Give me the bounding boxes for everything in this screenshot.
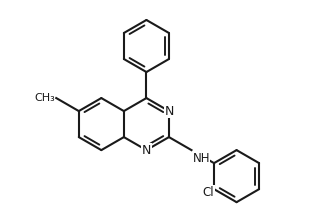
Text: CH₃: CH₃ [34,93,55,103]
Text: NH: NH [193,152,210,165]
Text: Cl: Cl [203,186,214,199]
Text: N: N [164,105,174,118]
Text: N: N [142,144,151,157]
